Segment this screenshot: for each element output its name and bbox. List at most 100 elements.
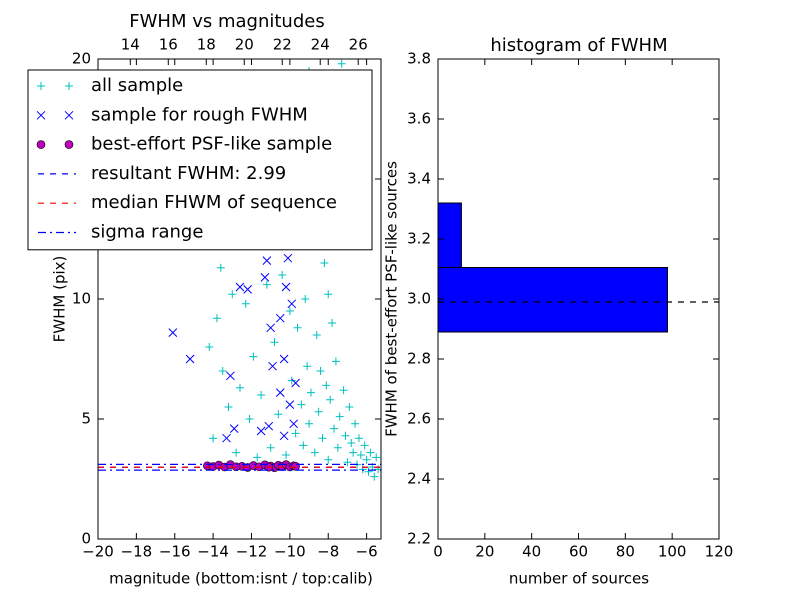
point — [36, 140, 46, 149]
x-tick-label: 40 — [522, 543, 541, 561]
x2-tick-label: 16 — [159, 36, 178, 54]
point — [372, 453, 381, 462]
x2-tick-label: 22 — [273, 36, 292, 54]
point — [281, 282, 291, 292]
point — [291, 378, 300, 388]
x-tick-label: −18 — [121, 543, 153, 561]
x-tick-label: 0 — [433, 543, 443, 561]
x-tick-label: 120 — [705, 543, 734, 561]
x-tick-label: −6 — [356, 543, 378, 561]
point — [297, 400, 306, 409]
x2-tick-label: 26 — [349, 36, 368, 54]
x-tick-label: 60 — [569, 543, 588, 561]
x-tick-label: −20 — [82, 543, 114, 561]
point — [241, 299, 250, 308]
point — [270, 338, 279, 347]
point — [320, 259, 329, 267]
point — [370, 472, 379, 481]
point — [285, 307, 294, 315]
point — [212, 314, 221, 323]
point — [349, 448, 358, 457]
x-tick-label: 80 — [616, 543, 635, 561]
point — [335, 412, 344, 421]
point — [253, 453, 262, 462]
point — [268, 361, 277, 371]
point — [324, 290, 333, 299]
point — [229, 424, 239, 433]
x-tick-label: 20 — [475, 543, 494, 561]
point — [306, 388, 315, 397]
y-tick-label: 3.2 — [407, 230, 431, 248]
x2-tick-label: 14 — [121, 36, 140, 54]
point — [303, 362, 312, 371]
x-tick-label: −12 — [236, 543, 268, 561]
chart-title: histogram of FWHM — [490, 35, 667, 56]
x-axis-label: number of sources — [509, 570, 649, 588]
legend-label: median FHWM of sequence — [91, 192, 337, 213]
x-axis-label: magnitude (bottom:isnt / top:calib) — [109, 570, 373, 588]
point — [312, 331, 321, 339]
y-tick-label: 2.8 — [407, 350, 431, 368]
x-tick-label: −14 — [197, 543, 229, 561]
point — [235, 383, 244, 392]
point — [279, 354, 289, 364]
point — [257, 391, 266, 399]
y-tick-label: 3.6 — [407, 110, 431, 128]
y-tick-label: 2.4 — [407, 470, 431, 488]
point — [364, 467, 373, 476]
point — [278, 271, 287, 279]
point — [185, 354, 195, 364]
point — [235, 282, 245, 292]
point — [275, 313, 285, 323]
point — [218, 367, 227, 375]
point — [285, 400, 295, 409]
point — [243, 285, 253, 294]
point — [322, 381, 331, 390]
legend-label: all sample — [91, 75, 183, 96]
point — [209, 434, 218, 443]
point — [362, 455, 371, 464]
point — [279, 431, 289, 441]
point — [249, 352, 258, 361]
plot-area — [438, 202, 719, 333]
point — [36, 110, 46, 120]
legend — [27, 69, 373, 251]
legend-label: sample for rough FWHM — [91, 104, 308, 125]
point — [291, 429, 300, 438]
point — [314, 407, 323, 416]
y-tick-label: 3.8 — [407, 50, 431, 68]
point — [168, 328, 178, 337]
point — [366, 448, 375, 457]
point — [316, 367, 325, 375]
y-tick-label: 2.6 — [407, 410, 431, 428]
point — [347, 439, 356, 447]
point — [266, 323, 276, 333]
legend-label: sigma range — [91, 222, 203, 243]
point — [266, 443, 275, 452]
x2-tick-label: 18 — [197, 36, 216, 54]
legend-label: best-effort PSF-like sample — [91, 134, 332, 155]
point — [226, 371, 235, 381]
point — [326, 395, 335, 404]
point — [339, 386, 348, 395]
point — [275, 388, 285, 397]
point — [256, 426, 266, 436]
y-tick-label: 3.4 — [407, 170, 431, 188]
x2-tick-label: 24 — [311, 36, 330, 54]
x-tick-label: 100 — [658, 543, 687, 561]
point — [293, 323, 302, 332]
point — [222, 433, 231, 443]
point — [205, 343, 214, 351]
point — [64, 110, 74, 120]
bar — [438, 267, 668, 333]
point — [216, 263, 225, 272]
point — [318, 434, 327, 443]
bar — [438, 202, 462, 268]
point — [310, 448, 319, 457]
point — [282, 451, 291, 459]
x2-tick-label: 20 — [235, 36, 254, 54]
point — [343, 458, 352, 467]
legend-label: resultant FWHM: 2.99 — [91, 163, 286, 184]
point — [354, 434, 363, 443]
y-tick-label: 2.2 — [407, 530, 431, 548]
